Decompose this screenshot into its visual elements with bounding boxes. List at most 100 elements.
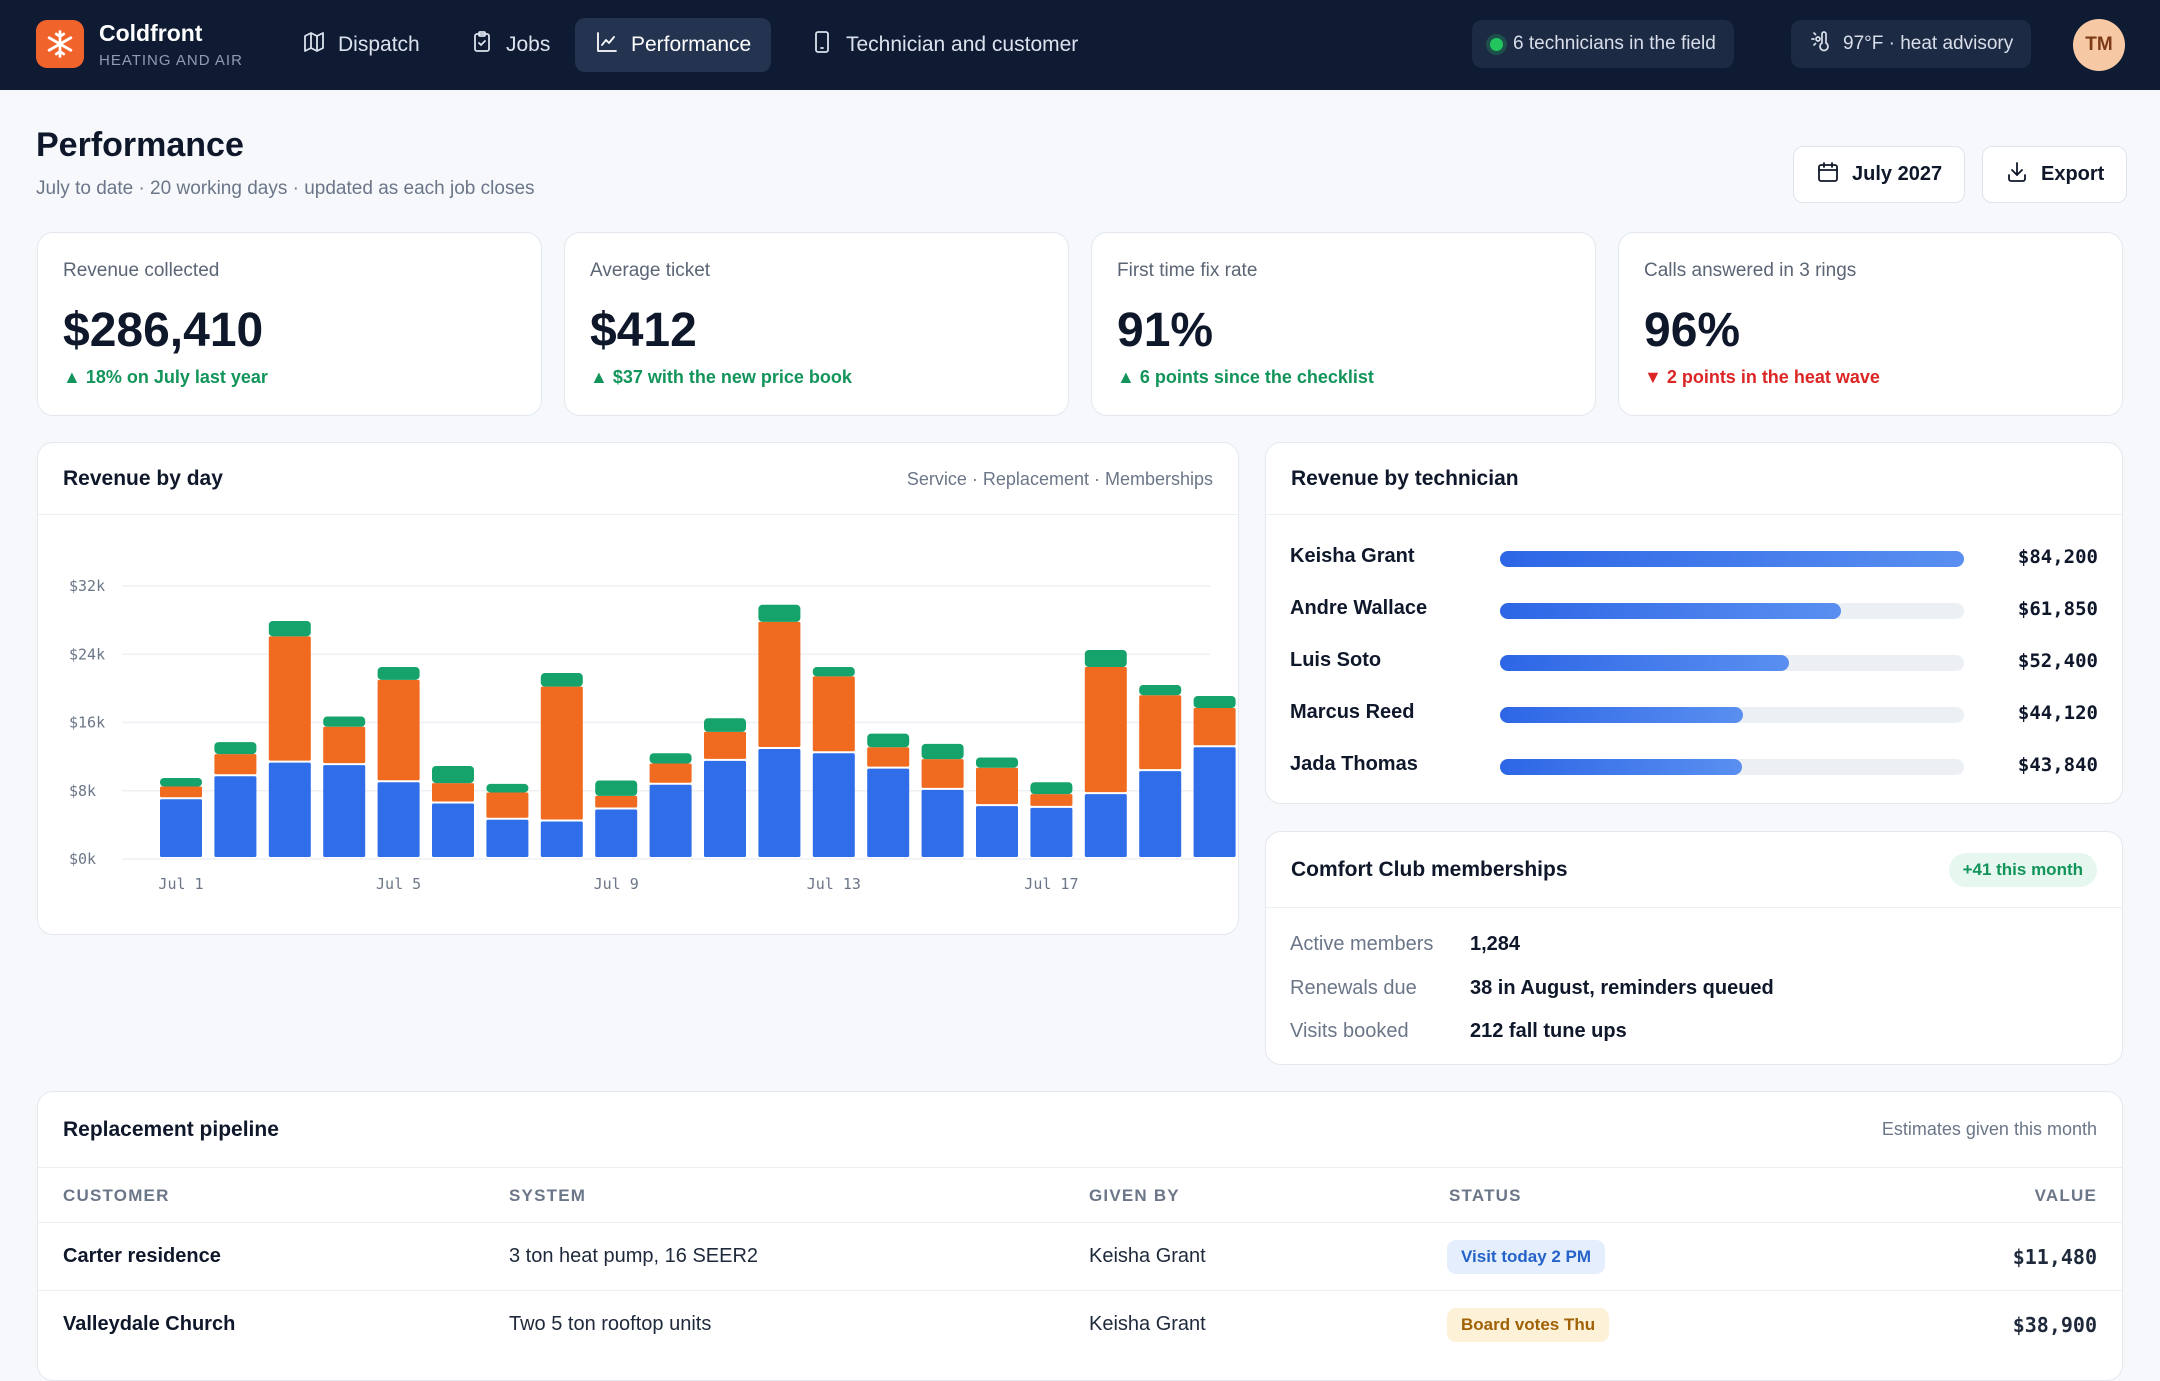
x-tick-label: Jul 1 [158, 875, 203, 893]
y-tick-label: $8k [69, 782, 96, 800]
phone-icon [810, 30, 834, 60]
brand-name: Coldfront [99, 20, 203, 46]
card-header: Comfort Club memberships +41 this month [1266, 832, 2122, 908]
table-row[interactable]: Valleydale Church Two 5 ton rooftop unit… [38, 1290, 2122, 1358]
bar-segment-service [486, 819, 529, 857]
column-header-value[interactable]: VALUE [2034, 1186, 2097, 1205]
chart-legend-hint: Service · Replacement · Memberships [906, 469, 1213, 489]
bar-segment-replacement [758, 621, 801, 747]
kpi-value: $412 [590, 304, 697, 357]
bar-segment-replacement [1139, 695, 1182, 770]
bar-segment-replacement [1030, 794, 1073, 806]
nav-item-performance[interactable]: Performance [575, 18, 772, 72]
x-tick-label: Jul 17 [1024, 875, 1078, 893]
bar-segment-replacement [268, 636, 311, 761]
snowflake-logo-icon[interactable] [36, 20, 84, 68]
kpi-delta: ▲ 18% on July last year [63, 367, 268, 387]
bar-segment-memberships [377, 667, 420, 680]
bar-segment-service [1193, 747, 1236, 857]
x-tick-label: Jul 9 [594, 875, 639, 893]
bar-segment-replacement [160, 786, 202, 798]
revenue-bar-fill [1500, 551, 1964, 567]
bar-segment-replacement [1084, 667, 1127, 793]
period-label: July 2027 [1852, 163, 1943, 185]
revenue-bar-track [1500, 759, 1964, 775]
technician-row[interactable]: Keisha Grant $84,200 [1266, 537, 2122, 577]
bar-segment-replacement [214, 754, 257, 775]
nav-item-dispatch[interactable]: Dispatch [282, 18, 440, 72]
table-row[interactable]: Carter residence 3 ton heat pump, 16 SEE… [38, 1222, 2122, 1290]
y-tick-label: $32k [69, 577, 105, 595]
technician-revenue: $61,850 [2017, 598, 2098, 620]
technician-name: Andre Wallace [1290, 597, 1428, 619]
nav-item-jobs[interactable]: Jobs [450, 18, 570, 72]
bar-segment-service [704, 760, 746, 857]
customer-cell: Valleydale Church [63, 1313, 236, 1335]
revenue-bar-fill [1500, 707, 1744, 723]
revenue-bar-track [1500, 551, 1964, 567]
kpi-value: 96% [1644, 304, 1741, 357]
bar-segment-service [1139, 771, 1182, 857]
kpi-delta: ▲ $37 with the new price book [590, 367, 852, 387]
thermometer-sun-icon [1809, 29, 1833, 59]
kpi-card-revenue: Revenue collected $286,410 ▲ 18% on July… [37, 232, 542, 416]
revenue-bar-track [1500, 655, 1964, 671]
membership-value: 212 fall tune ups [1470, 1020, 1627, 1042]
user-avatar[interactable]: TM [2073, 19, 2125, 71]
kpi-delta: ▲ 6 points since the checklist [1117, 367, 1374, 387]
bar-segment-service [432, 803, 474, 857]
online-dot-icon [1490, 37, 1503, 51]
y-tick-label: $16k [69, 714, 105, 732]
bar-segment-memberships [432, 766, 474, 784]
bar-segment-memberships [1030, 782, 1073, 795]
nav-item-label: Jobs [506, 33, 551, 56]
nav-item-label: Technician and customer [846, 33, 1079, 56]
kpi-value: 91% [1117, 304, 1214, 357]
technician-row[interactable]: Jada Thomas $43,840 [1266, 745, 2122, 785]
bar-segment-memberships [758, 604, 801, 622]
membership-label: Active members [1290, 933, 1434, 955]
bar-segment-replacement [921, 759, 964, 788]
value-cell: $11,480 [2012, 1245, 2097, 1269]
kpi-label: Calls answered in 3 rings [1644, 260, 1857, 281]
revenue-bar-fill [1500, 603, 1841, 619]
revenue-bar-fill [1500, 655, 1789, 671]
map-icon [302, 30, 326, 60]
column-header-system[interactable]: SYSTEM [509, 1186, 587, 1205]
nav-item-label: Performance [631, 33, 752, 56]
technician-row[interactable]: Andre Wallace $61,850 [1266, 589, 2122, 629]
bar-segment-replacement [377, 679, 420, 781]
technician-name: Keisha Grant [1290, 545, 1415, 567]
weather-text: 97°F · heat advisory [1843, 33, 2014, 54]
bar-segment-memberships [595, 780, 638, 796]
bar-segment-memberships [812, 667, 855, 677]
technician-row[interactable]: Marcus Reed $44,120 [1266, 693, 2122, 733]
bar-segment-service [812, 753, 855, 857]
pipeline-hint: Estimates given this month [1881, 1119, 2097, 1139]
technician-card-title: Revenue by technician [1291, 467, 1519, 490]
export-button[interactable]: Export [1982, 146, 2128, 203]
top-navigation-bar: Coldfront HEATING AND AIR Dispatch Jobs … [0, 0, 2160, 90]
technician-row[interactable]: Luis Soto $52,400 [1266, 641, 2122, 681]
column-header-given-by[interactable]: GIVEN BY [1089, 1186, 1180, 1205]
membership-value: 38 in August, reminders queued [1470, 977, 1774, 999]
field-status-pill[interactable]: 6 technicians in the field [1472, 20, 1734, 68]
technician-name: Marcus Reed [1290, 701, 1415, 723]
bar-segment-service [540, 821, 583, 857]
period-picker-button[interactable]: July 2027 [1793, 146, 1966, 203]
customer-cell: Carter residence [63, 1245, 221, 1267]
column-header-customer[interactable]: CUSTOMER [63, 1186, 170, 1205]
weather-pill[interactable]: 97°F · heat advisory [1791, 20, 2032, 68]
value-cell: $38,900 [2012, 1313, 2097, 1337]
chart-title: Revenue by day [63, 467, 223, 490]
bar-segment-service [377, 782, 420, 857]
nav-item-technician-and-customer[interactable]: Technician and customer [790, 18, 1098, 72]
memberships-card: Comfort Club memberships +41 this month … [1265, 831, 2123, 1065]
bar-segment-service [921, 789, 964, 857]
column-header-status[interactable]: STATUS [1449, 1186, 1522, 1205]
system-cell: 3 ton heat pump, 16 SEER2 [509, 1245, 759, 1267]
replacement-pipeline-card: Replacement pipeline Estimates given thi… [37, 1091, 2123, 1381]
page-title: Performance [36, 126, 244, 164]
bar-segment-service [214, 776, 257, 857]
bar-segment-memberships [1193, 696, 1236, 708]
